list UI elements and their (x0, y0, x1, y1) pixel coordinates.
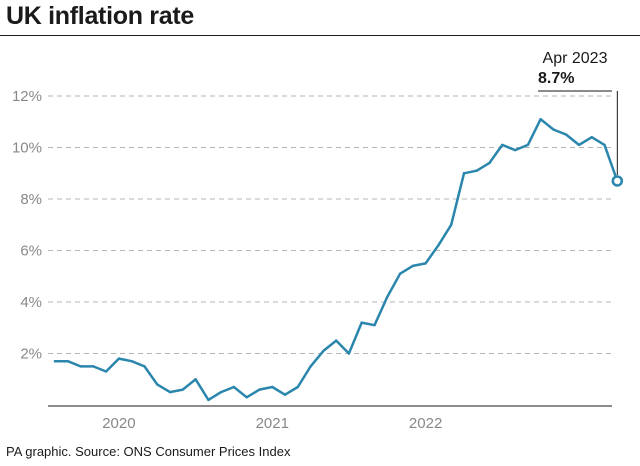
data-point (309, 365, 312, 368)
data-point (501, 143, 504, 147)
data-point (590, 136, 593, 139)
annotation-value: 8.7% (538, 70, 574, 87)
data-point (168, 390, 172, 394)
data-point (143, 365, 146, 368)
y-tick-label: 6% (20, 243, 42, 260)
data-point (130, 360, 133, 363)
data-point (462, 172, 466, 175)
data-point (283, 393, 287, 396)
data-point (271, 385, 274, 389)
data-point (411, 264, 415, 268)
data-point (603, 143, 606, 147)
data-points (53, 117, 619, 402)
source-note: PA graphic. Source: ONS Consumer Prices … (6, 444, 291, 459)
data-point (53, 360, 57, 363)
data-point (398, 272, 402, 275)
data-point (296, 385, 300, 389)
data-point (232, 385, 236, 389)
x-tick-label: 2022 (409, 415, 442, 432)
data-point (207, 398, 210, 402)
data-point (322, 349, 325, 353)
data-point (92, 365, 95, 368)
data-point (565, 133, 568, 136)
data-point (156, 383, 159, 386)
data-point (488, 161, 491, 165)
data-point (373, 323, 376, 327)
grid-lines (48, 95, 612, 354)
y-tick-label: 12% (12, 88, 42, 105)
data-point (194, 378, 197, 381)
x-axis-ticks: 2020 2021 2022 (102, 415, 442, 432)
data-point (347, 352, 351, 355)
data-point (424, 262, 427, 265)
data-point (245, 396, 248, 399)
title-divider (0, 35, 640, 36)
data-point (475, 169, 478, 172)
data-point (539, 117, 542, 121)
annotation-date: Apr 2023 (543, 50, 608, 67)
x-tick-label: 2020 (102, 415, 135, 432)
annotation: Apr 2023 8.7% (538, 50, 624, 187)
last-point-marker (611, 175, 624, 187)
data-point (181, 388, 184, 391)
y-tick-label: 4% (20, 294, 42, 311)
data-point (437, 244, 440, 247)
data-point (386, 295, 389, 299)
data-point (449, 223, 453, 226)
data-point (360, 321, 363, 324)
data-point (513, 148, 517, 152)
data-point (552, 128, 555, 131)
data-point (79, 365, 82, 368)
data-point (577, 143, 581, 147)
chart-title: UK inflation rate (6, 2, 194, 30)
data-point (104, 370, 108, 373)
series-line (53, 117, 619, 402)
y-tick-label: 2% (20, 346, 42, 363)
data-point (334, 339, 338, 342)
data-point (117, 357, 121, 360)
y-tick-label: 10% (12, 140, 42, 157)
y-axis-ticks: 2% 4% 6% 8% 10% 12% (12, 88, 42, 363)
data-point (258, 388, 261, 391)
x-tick-label: 2021 (256, 415, 289, 432)
data-point (66, 360, 69, 363)
data-point (526, 143, 530, 147)
y-tick-label: 8% (20, 191, 42, 208)
data-point (219, 390, 223, 394)
